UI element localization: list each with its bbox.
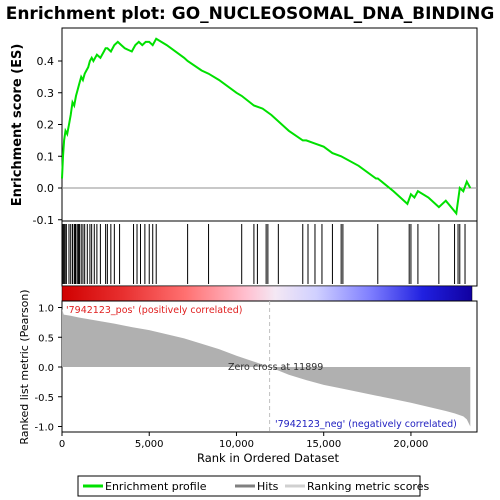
metric-y-tick-label: -0.5 [34, 393, 54, 404]
es-y-tick-label: 0.1 [37, 150, 55, 163]
x-tick-label: 15,000 [306, 439, 341, 450]
metric-y-tick-label: 1.0 [38, 304, 54, 315]
es-y-tick-label: 0.2 [37, 119, 55, 132]
chart-title: Enrichment plot: GO_NUCLEOSOMAL_DNA_BIND… [6, 4, 495, 24]
x-tick-label: 5,000 [135, 439, 164, 450]
metric-y-axis: -1.0 -0.5 0.0 0.5 1.0 [34, 304, 62, 434]
enrichment-profile-line [61, 37, 472, 216]
ranking-color-bar [61, 285, 473, 302]
metric-x-axis: 0 5,000 10,000 15,000 20,000 [59, 432, 428, 450]
es-y-tick-label: 0.4 [37, 55, 55, 68]
x-axis-label: Rank in Ordered Dataset [197, 451, 340, 465]
hits-markers [62, 224, 466, 284]
es-panel [61, 27, 478, 222]
legend-hits-label: Hits [257, 480, 279, 493]
hits-panel [61, 220, 478, 287]
x-tick-label: 0 [59, 439, 65, 450]
x-tick-label: 20,000 [393, 439, 428, 450]
legend-enrichment-label: Enrichment profile [105, 480, 207, 493]
pos-label: '7942123_pos' (positively correlated) [66, 305, 242, 316]
zero-cross-label: Zero cross at 11899 [228, 362, 323, 373]
es-y-tick-label: 0.3 [37, 87, 55, 100]
es-y-tick-label: -0.1 [33, 214, 54, 227]
es-y-axis: -0.1 0.0 0.1 0.2 0.3 0.4 [33, 55, 62, 227]
metric-y-tick-label: -1.0 [34, 423, 54, 434]
metric-y-tick-label: 0.0 [38, 363, 54, 374]
x-tick-label: 10,000 [219, 439, 254, 450]
neg-label: '7942123_neg' (negatively correlated) [275, 419, 457, 430]
es-y-tick-label: 0.0 [37, 182, 55, 195]
metric-y-axis-label: Ranked list metric (Pearson) [18, 289, 31, 444]
legend-metric-label: Ranking metric scores [307, 480, 429, 493]
metric-y-tick-label: 0.5 [38, 333, 54, 344]
es-y-axis-label: Enrichment score (ES) [10, 44, 25, 207]
ranking-metric-area [62, 308, 471, 427]
